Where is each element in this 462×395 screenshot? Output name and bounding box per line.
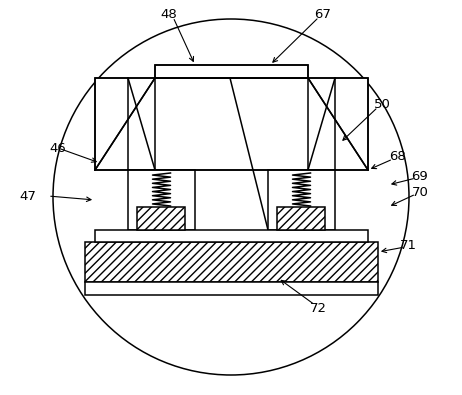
Bar xyxy=(155,65,308,78)
Bar xyxy=(85,242,378,282)
Text: 47: 47 xyxy=(19,190,36,203)
Bar xyxy=(95,78,368,170)
Bar xyxy=(85,282,378,295)
Bar xyxy=(95,78,368,170)
Text: 72: 72 xyxy=(310,301,327,314)
Text: 70: 70 xyxy=(412,186,428,199)
Text: 48: 48 xyxy=(161,8,177,21)
Text: 67: 67 xyxy=(315,8,331,21)
Text: 69: 69 xyxy=(412,169,428,182)
Text: 71: 71 xyxy=(400,239,417,252)
Text: 46: 46 xyxy=(49,141,67,154)
Bar xyxy=(155,65,308,78)
Text: 68: 68 xyxy=(389,149,405,162)
Bar xyxy=(128,170,195,230)
Bar xyxy=(137,207,185,230)
Text: 50: 50 xyxy=(374,98,390,111)
Bar xyxy=(268,170,335,230)
Bar xyxy=(277,207,325,230)
Bar xyxy=(95,230,368,242)
